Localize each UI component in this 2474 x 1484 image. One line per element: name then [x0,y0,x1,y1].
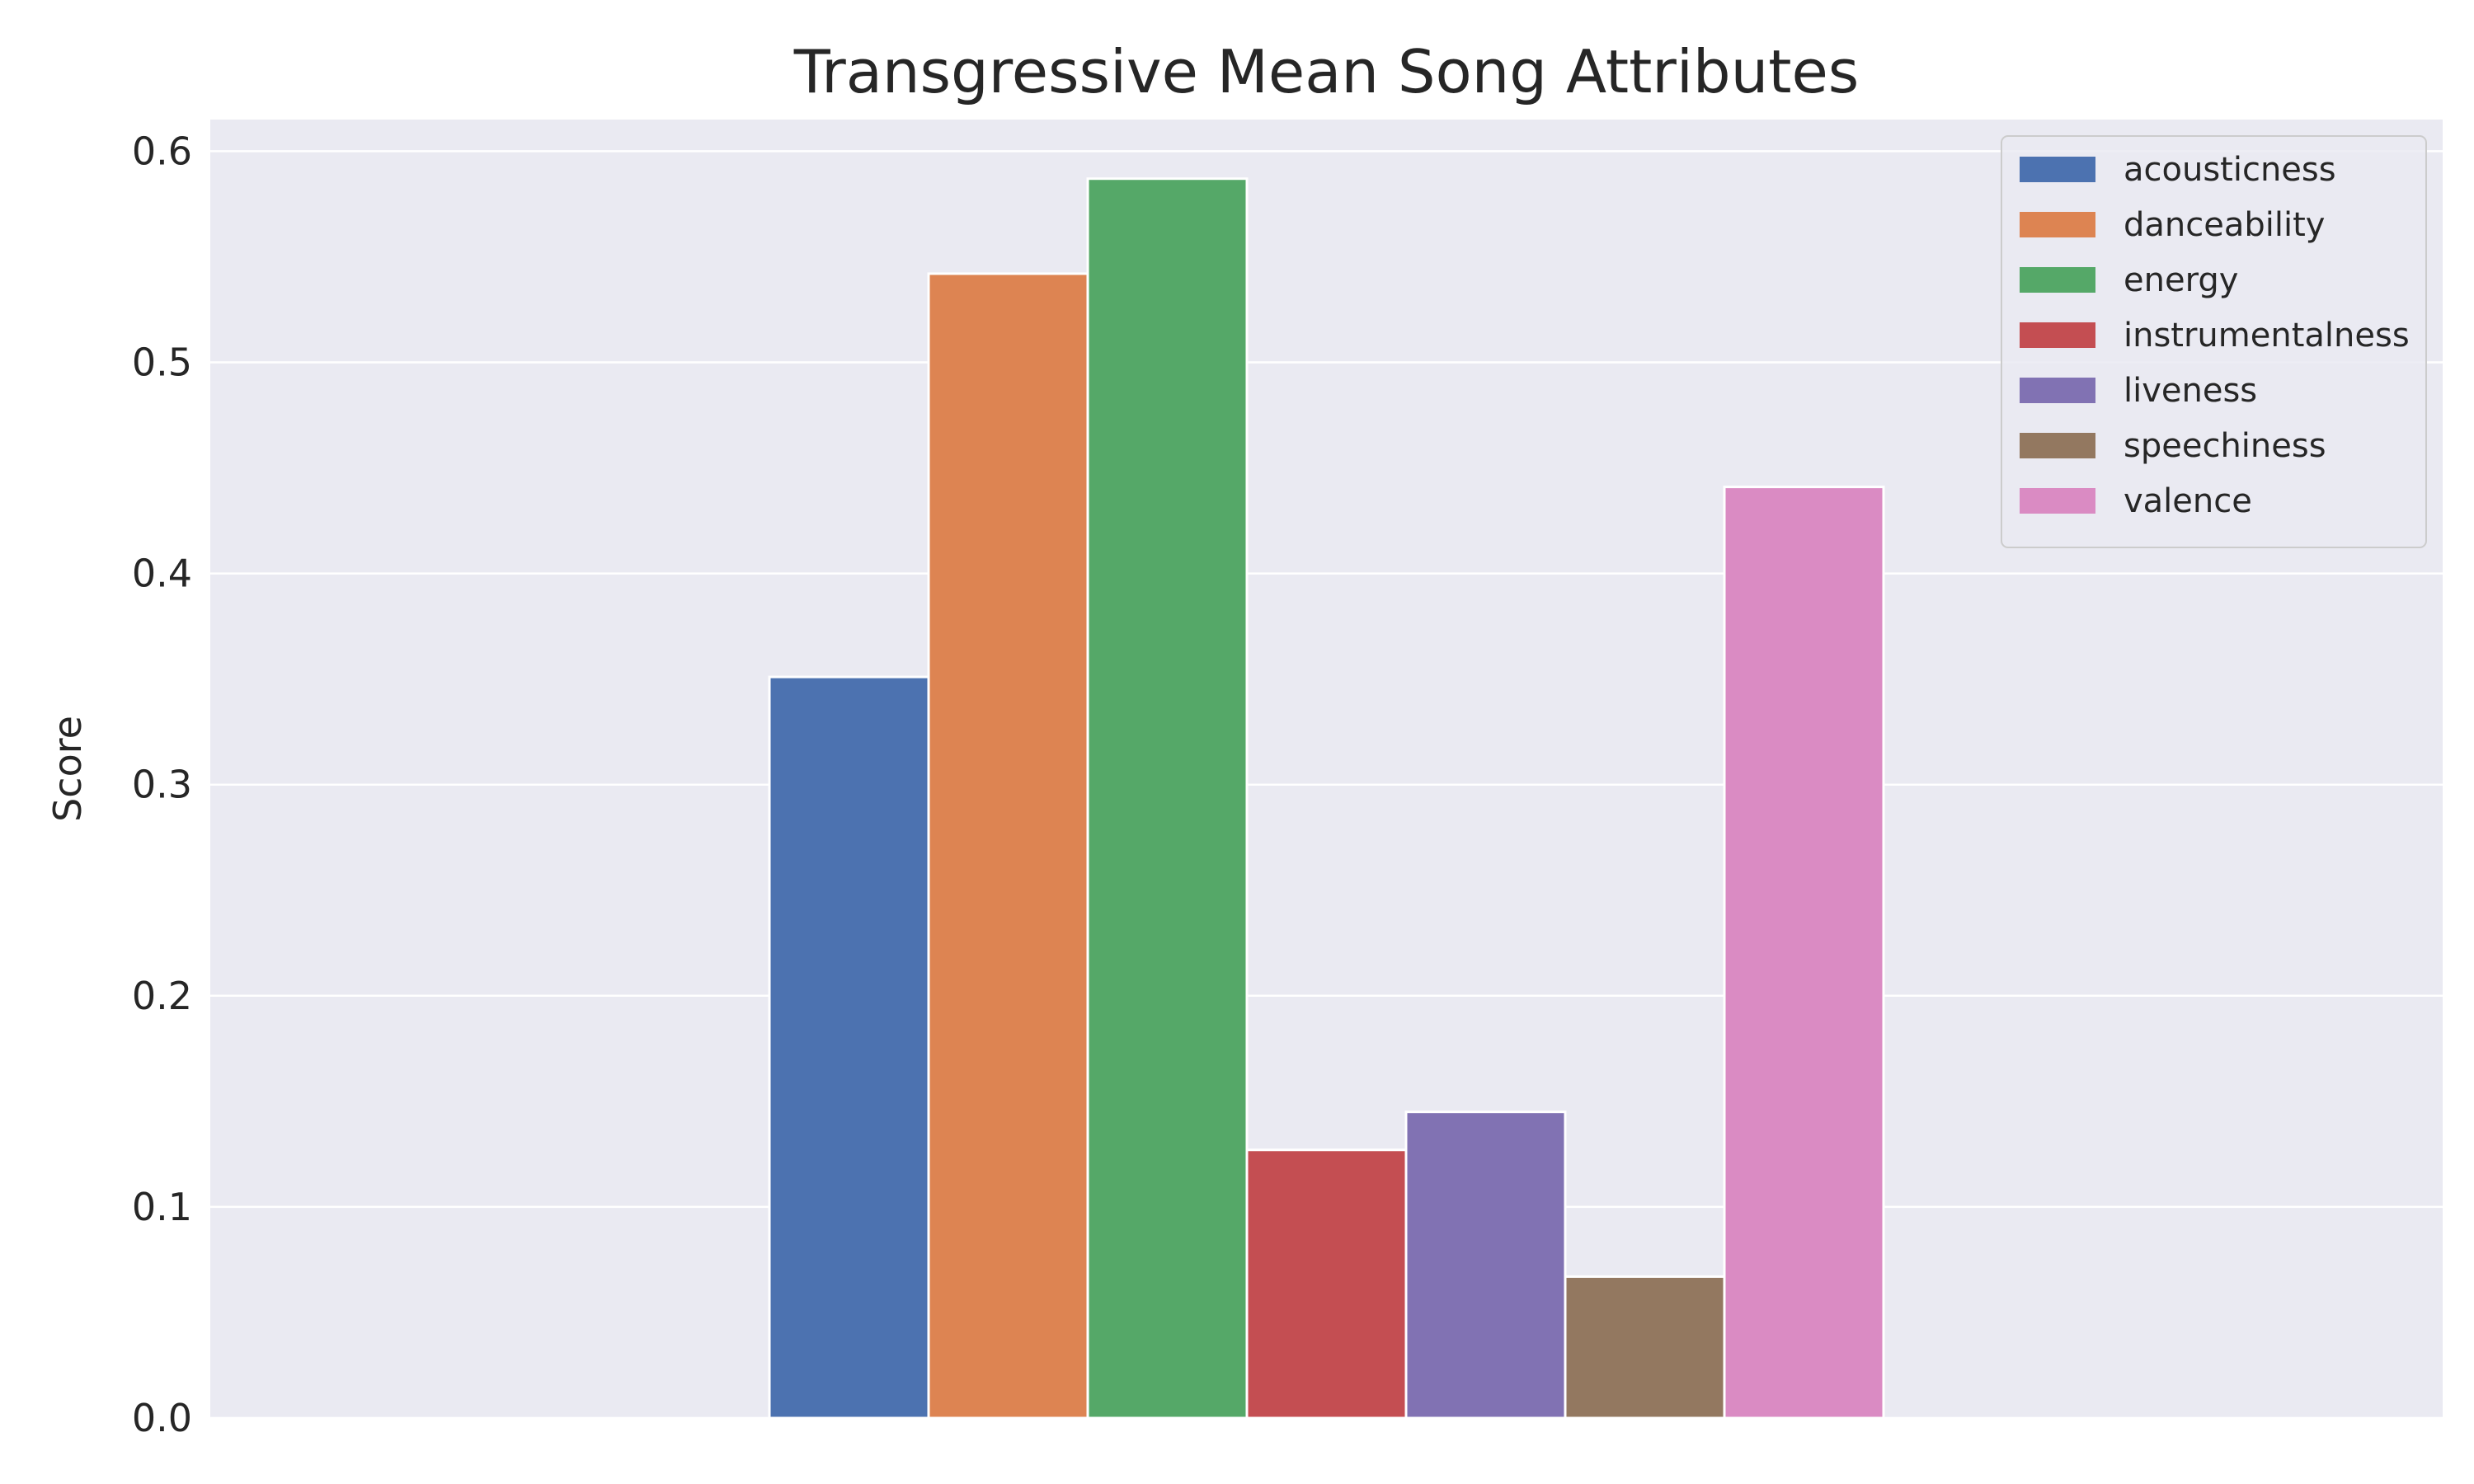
legend: acousticness danceability energy instrument… [2001,135,2427,548]
bar-energy [1086,177,1249,1420]
y-tick-label: 0.0 [132,1396,192,1440]
bar-liveness [1404,1111,1567,1420]
y-tick-label: 0.1 [132,1185,192,1229]
y-tick-label: 0.6 [132,129,192,173]
legend-label-danceability: danceability [2124,206,2325,244]
chart-title: Transgressive Mean Song Attributes [793,37,1860,106]
legend-swatch-instrumentalness [2020,322,2095,348]
legend-swatch-liveness [2020,378,2095,403]
legend-label-valence: valence [2124,482,2252,520]
bar-valence [1723,486,1885,1420]
legend-label-acousticness: acousticness [2124,151,2336,189]
y-tick-label: 0.3 [132,763,192,807]
legend-label-liveness: liveness [2124,372,2257,410]
bars [768,177,1885,1420]
y-tick-label: 0.2 [132,974,192,1018]
legend-swatch-valence [2020,488,2095,514]
y-axis-label: Score [45,716,90,822]
legend-box [2001,135,2427,548]
legend-swatch-energy [2020,267,2095,293]
legend-label-speechiness: speechiness [2124,427,2326,465]
bar-speechiness [1564,1275,1726,1420]
y-tick-label: 0.5 [132,340,192,385]
bar-danceability [927,272,1089,1420]
legend-swatch-speechiness [2020,433,2095,458]
legend-label-energy: energy [2124,261,2238,299]
bar-acousticness [768,675,930,1420]
y-axis-ticks: 0.0 0.1 0.2 0.3 0.4 0.5 0.6 [132,129,192,1440]
legend-swatch-danceability [2020,212,2095,237]
y-tick-label: 0.4 [132,552,192,596]
legend-label-instrumentalness: instrumentalness [2124,317,2410,355]
legend-swatch-acousticness [2020,157,2095,182]
bar-instrumentalness [1245,1148,1408,1420]
